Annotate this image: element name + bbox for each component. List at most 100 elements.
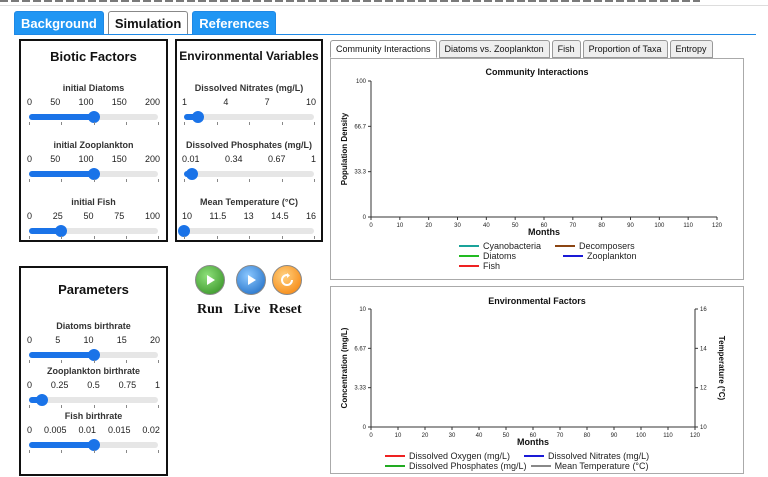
tick-label: 14.5 (271, 211, 289, 221)
tick-label: 0.01 (78, 425, 96, 435)
slider-tick-labels: 10 11.5 13 14.5 16 (182, 211, 316, 221)
run-button[interactable] (195, 265, 225, 295)
tick-mark (249, 236, 250, 239)
legend-temperature: Mean Temperature (°C) (530, 461, 649, 471)
legend-fish: Fish (459, 261, 637, 271)
slider-track[interactable] (29, 439, 158, 451)
tick-mark (314, 122, 315, 125)
reset-button[interactable] (272, 265, 302, 295)
tick-label: 100 (78, 97, 94, 107)
tab-simulation[interactable]: Simulation (107, 11, 189, 35)
tick-label: 13 (243, 211, 254, 221)
run-label: Run (197, 302, 223, 317)
slider-tick-marks (29, 179, 159, 183)
slider-thumb[interactable] (55, 225, 68, 237)
slider-thumb[interactable] (87, 439, 100, 451)
tick-label: 0.34 (224, 154, 243, 164)
tab-background[interactable]: Background (14, 11, 104, 35)
x-tick-label: 70 (557, 433, 564, 439)
y2-tick-label: 10 (700, 425, 707, 431)
slider-track[interactable] (29, 394, 158, 406)
slider-track[interactable] (29, 168, 158, 180)
x-tick-label: 10 (395, 433, 402, 439)
slider-thumb[interactable] (35, 394, 48, 406)
slider-thumb[interactable] (185, 168, 198, 180)
slider-thumb[interactable] (178, 225, 190, 237)
tick-mark (216, 236, 218, 239)
x-tick-label: 80 (598, 223, 605, 229)
tick-mark (184, 122, 185, 125)
y-tick-label: 66.7 (354, 124, 366, 130)
slider-label: initial Zooplankton (53, 140, 134, 150)
x-tick-label: 30 (454, 223, 461, 229)
slider-thumb[interactable] (87, 168, 100, 180)
tick-mark (61, 450, 63, 453)
chart-tab-proportion[interactable]: Proportion of Taxa (582, 40, 668, 58)
legend-label: Cyanobacteria (483, 241, 542, 251)
x-tick-label: 90 (611, 433, 618, 439)
slider-track[interactable] (184, 168, 314, 180)
y-tick-label: 3.33 (354, 386, 366, 392)
tick-mark (29, 360, 30, 363)
params-title: Parameters (58, 282, 129, 297)
tick-mark (125, 236, 127, 239)
slider-track[interactable] (178, 225, 314, 237)
tick-label: 7 (264, 97, 270, 107)
slider-thumb[interactable] (192, 111, 205, 123)
slider-fill (184, 114, 199, 120)
y-tick-label: 0 (363, 215, 367, 221)
slider-track[interactable] (29, 225, 158, 237)
tick-mark (93, 179, 95, 182)
y-tick-label: 33.3 (354, 170, 366, 176)
environmental-chart-title: Environmental Factors (488, 296, 586, 306)
tick-mark (29, 450, 30, 453)
slider-track[interactable] (29, 349, 158, 361)
slider-track[interactable] (184, 111, 314, 123)
biotic-factors-panel: Biotic Factors initial Diatoms 0 50 100 150 2… (19, 39, 168, 242)
chart-tab-diatoms-zooplankton[interactable]: Diatoms vs. Zooplankton (438, 40, 550, 58)
tick-mark (61, 179, 63, 182)
tick-label: 100 (144, 211, 160, 221)
y-tick-label: 100 (356, 79, 367, 85)
slider-track[interactable] (29, 111, 158, 123)
tick-mark (158, 360, 159, 363)
tick-mark (29, 179, 30, 182)
tick-mark (61, 360, 63, 363)
chart-tab-entropy[interactable]: Entropy (669, 40, 713, 58)
x-tick-label: 20 (422, 433, 429, 439)
slider-label: initial Diatoms (62, 83, 125, 93)
tick-label: 0.015 (107, 425, 131, 435)
y-tick-label: 10 (359, 307, 366, 313)
legend-label: Diatoms (483, 251, 517, 261)
slider-thumb[interactable] (87, 111, 100, 123)
x-tick-label: 0 (369, 433, 373, 439)
tick-mark (314, 236, 315, 239)
slider-fill (29, 442, 94, 448)
tick-label: 4 (223, 97, 229, 107)
slider-tick-marks (29, 450, 159, 454)
tick-label: 0.5 (87, 380, 100, 390)
legend-label: Fish (483, 261, 501, 271)
chart-tab-fish[interactable]: Fish (551, 40, 581, 58)
x-axis-label: Months (528, 227, 560, 237)
slider-label: Diatoms birthrate (56, 321, 131, 331)
x-tick-label: 70 (569, 223, 576, 229)
tick-mark (249, 122, 250, 125)
tick-mark (281, 236, 283, 239)
slider-thumb[interactable] (87, 349, 100, 361)
y2-tick-label: 16 (700, 307, 707, 313)
tick-label: 1 (310, 154, 316, 164)
legend-zooplankton: Zooplankton (563, 251, 637, 261)
legend-oxygen: Dissolved Oxygen (mg/L) (385, 451, 510, 461)
live-button[interactable] (236, 265, 266, 295)
legend-label: Dissolved Nitrates (mg/L) (548, 451, 650, 461)
chart-tab-community[interactable]: Community Interactions (330, 40, 437, 58)
tab-references[interactable]: References (192, 11, 277, 35)
x-tick-label: 60 (530, 433, 537, 439)
tick-mark (281, 179, 283, 182)
tick-mark (125, 360, 127, 363)
tick-mark (93, 360, 95, 363)
tick-label: 15 (116, 335, 127, 345)
legend-swatch (524, 455, 545, 457)
tick-label: 50 (50, 97, 61, 107)
